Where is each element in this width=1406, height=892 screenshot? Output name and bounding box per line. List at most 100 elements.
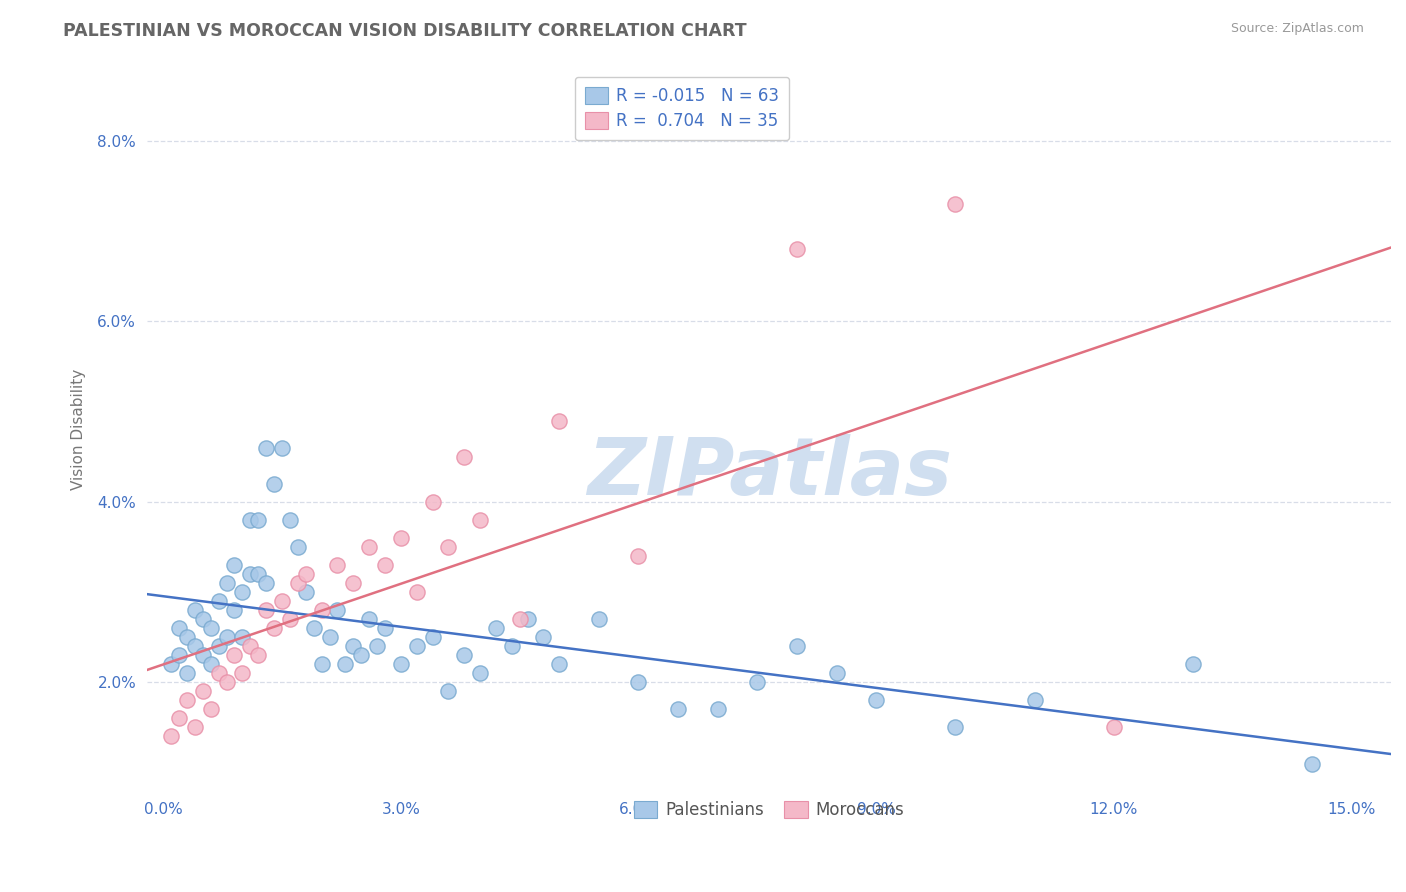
Point: [389, 657, 412, 672]
Point: [501, 639, 523, 653]
Point: [184, 603, 207, 617]
Point: [342, 639, 364, 653]
Point: [278, 612, 301, 626]
Point: [468, 666, 491, 681]
Point: [247, 648, 270, 663]
Point: [437, 540, 460, 554]
Point: [160, 657, 183, 672]
Point: [786, 242, 808, 256]
Point: [247, 566, 270, 581]
Text: Source: ZipAtlas.com: Source: ZipAtlas.com: [1230, 22, 1364, 36]
Point: [1181, 657, 1204, 672]
Point: [224, 558, 246, 572]
Point: [176, 630, 198, 644]
Point: [405, 639, 427, 653]
Point: [254, 576, 277, 591]
Point: [207, 639, 229, 653]
Point: [231, 666, 253, 681]
Point: [359, 612, 381, 626]
Point: [350, 648, 373, 663]
Point: [588, 612, 610, 626]
Point: [374, 621, 396, 635]
Point: [1102, 720, 1125, 734]
Point: [191, 612, 214, 626]
Point: [1301, 756, 1323, 771]
Point: [359, 540, 381, 554]
Point: [437, 684, 460, 698]
Point: [167, 648, 190, 663]
Point: [302, 621, 325, 635]
Point: [271, 594, 294, 608]
Point: [239, 513, 262, 527]
Point: [184, 720, 207, 734]
Point: [786, 639, 808, 653]
Point: [509, 612, 531, 626]
Point: [943, 197, 966, 211]
Point: [548, 657, 571, 672]
Point: [453, 648, 475, 663]
Point: [224, 648, 246, 663]
Point: [224, 603, 246, 617]
Point: [1024, 693, 1046, 707]
Point: [706, 702, 728, 716]
Point: [389, 531, 412, 545]
Point: [865, 693, 887, 707]
Point: [287, 576, 309, 591]
Point: [239, 566, 262, 581]
Point: [294, 585, 316, 599]
Point: [453, 450, 475, 464]
Point: [366, 639, 388, 653]
Point: [516, 612, 538, 626]
Text: ZIPatlas: ZIPatlas: [586, 434, 952, 512]
Point: [247, 513, 270, 527]
Point: [176, 693, 198, 707]
Point: [311, 657, 333, 672]
Point: [326, 603, 349, 617]
Point: [254, 441, 277, 455]
Point: [747, 675, 769, 690]
Point: [254, 603, 277, 617]
Point: [311, 603, 333, 617]
Point: [160, 730, 183, 744]
Legend: Palestinians, Moroccans: Palestinians, Moroccans: [627, 794, 911, 826]
Point: [627, 549, 650, 563]
Point: [405, 585, 427, 599]
Point: [294, 566, 316, 581]
Point: [207, 666, 229, 681]
Point: [200, 702, 222, 716]
Point: [167, 711, 190, 725]
Point: [943, 720, 966, 734]
Point: [191, 648, 214, 663]
Point: [215, 576, 238, 591]
Point: [548, 413, 571, 427]
Point: [335, 657, 357, 672]
Point: [666, 702, 689, 716]
Point: [485, 621, 508, 635]
Point: [422, 495, 444, 509]
Point: [531, 630, 554, 644]
Y-axis label: Vision Disability: Vision Disability: [72, 369, 86, 491]
Text: PALESTINIAN VS MOROCCAN VISION DISABILITY CORRELATION CHART: PALESTINIAN VS MOROCCAN VISION DISABILIT…: [63, 22, 747, 40]
Point: [825, 666, 848, 681]
Point: [627, 675, 650, 690]
Point: [326, 558, 349, 572]
Point: [422, 630, 444, 644]
Point: [184, 639, 207, 653]
Point: [231, 585, 253, 599]
Point: [215, 675, 238, 690]
Point: [215, 630, 238, 644]
Point: [200, 621, 222, 635]
Point: [200, 657, 222, 672]
Point: [231, 630, 253, 644]
Point: [468, 513, 491, 527]
Point: [191, 684, 214, 698]
Point: [207, 594, 229, 608]
Point: [318, 630, 340, 644]
Point: [263, 621, 285, 635]
Point: [271, 441, 294, 455]
Point: [374, 558, 396, 572]
Point: [263, 476, 285, 491]
Point: [239, 639, 262, 653]
Point: [278, 513, 301, 527]
Point: [287, 540, 309, 554]
